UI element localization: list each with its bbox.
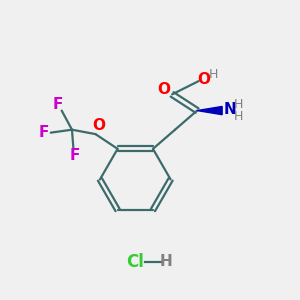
Polygon shape: [197, 106, 222, 115]
Text: Cl: Cl: [126, 253, 144, 271]
Text: H: H: [209, 68, 219, 81]
Text: O: O: [197, 72, 210, 87]
Text: H: H: [160, 254, 172, 269]
Text: N: N: [224, 103, 237, 118]
Text: F: F: [53, 97, 63, 112]
Text: F: F: [70, 148, 80, 163]
Text: O: O: [92, 118, 105, 134]
Text: H: H: [234, 98, 243, 111]
Text: H: H: [234, 110, 243, 123]
Text: F: F: [39, 125, 50, 140]
Text: O: O: [157, 82, 170, 98]
